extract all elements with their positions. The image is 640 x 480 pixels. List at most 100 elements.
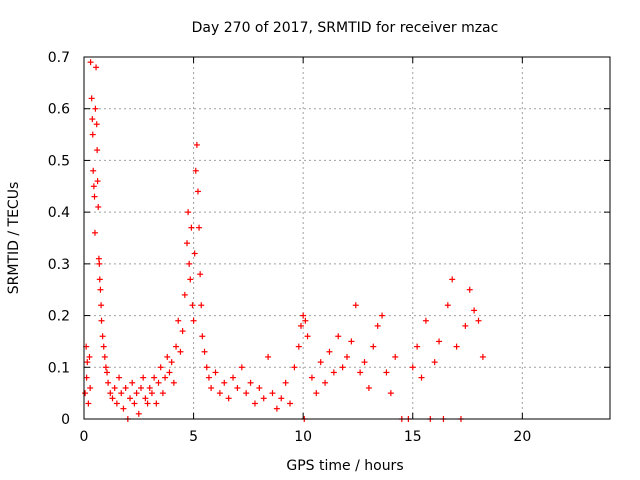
data-point [88, 95, 95, 102]
data-point [221, 379, 228, 386]
data-point [466, 286, 473, 293]
data-point [113, 400, 120, 407]
data-point [100, 343, 107, 350]
y-tick-label: 0.4 [48, 205, 70, 221]
y-tick-label: 0.7 [48, 50, 70, 66]
data-point [379, 312, 386, 319]
data-point [135, 410, 142, 417]
y-tick-label: 0.6 [48, 102, 70, 118]
data-point [205, 374, 212, 381]
data-point [111, 384, 118, 391]
data-point [116, 374, 123, 381]
data-point [308, 374, 315, 381]
data-point [120, 405, 127, 412]
x-tick-label: 15 [404, 429, 422, 445]
data-point [94, 178, 101, 185]
data-point [344, 353, 350, 360]
tick-labels: 0 5 10 15 20 0 0.1 0.2 0.3 0.4 0.5 0.6 0.7 [48, 50, 532, 445]
x-tick-label: 0 [80, 429, 89, 445]
y-tick-label: 0.5 [48, 153, 70, 169]
data-point [157, 364, 164, 371]
data-point [89, 131, 96, 138]
data-point [84, 359, 91, 366]
data-point [295, 343, 302, 350]
plot-frame [83, 56, 611, 420]
data-point [234, 384, 241, 391]
data-point [109, 395, 116, 402]
data-point [164, 353, 171, 360]
data-point [191, 250, 198, 257]
data-point [278, 395, 285, 402]
data-point [142, 395, 149, 402]
data-point [387, 390, 394, 397]
data-point [291, 364, 298, 371]
data-point [144, 400, 151, 407]
data-point [92, 105, 99, 112]
data-point [322, 379, 329, 386]
data-point [168, 359, 175, 366]
data-point [414, 343, 421, 350]
data-point [175, 317, 182, 324]
data-point [159, 390, 166, 397]
data-point [94, 147, 101, 154]
data-point [370, 343, 377, 350]
data-point [85, 400, 92, 407]
data-point [317, 359, 324, 366]
y-tick-label: 0 [61, 412, 70, 428]
data-point [99, 333, 106, 340]
data-point [287, 400, 294, 407]
data-point [198, 302, 205, 309]
data-point [137, 384, 144, 391]
data-point [383, 369, 390, 376]
data-point [330, 369, 337, 376]
data-point [479, 353, 486, 360]
data-point [181, 291, 188, 298]
y-axis-label: SRMTID / TECUs [6, 182, 22, 295]
data-point [91, 229, 98, 236]
data-point [162, 374, 169, 381]
chart-title: Day 270 of 2017, SRMTID for receiver mza… [192, 20, 499, 36]
data-point [83, 374, 90, 381]
data-point [273, 405, 280, 412]
data-point [348, 338, 355, 345]
data-point [146, 384, 153, 391]
data-point [462, 322, 469, 329]
data-point [361, 359, 368, 366]
data-point [203, 364, 210, 371]
data-point [238, 364, 245, 371]
data-point [105, 379, 112, 386]
data-point [365, 384, 372, 391]
data-point [186, 260, 193, 267]
data-point [409, 364, 416, 371]
data-point [102, 364, 109, 371]
data-point [86, 353, 93, 360]
x-tick-label: 10 [294, 429, 312, 445]
data-point [155, 379, 162, 386]
data-point [247, 379, 254, 386]
data-point [326, 348, 333, 355]
data-point [431, 359, 438, 366]
data-point [133, 390, 140, 397]
x-tick-label: 5 [189, 429, 198, 445]
data-point [197, 271, 204, 278]
data-point [122, 384, 129, 391]
y-tick-label: 0.3 [48, 257, 70, 273]
data-point [189, 302, 196, 309]
data-point [173, 343, 180, 350]
data-point [418, 374, 425, 381]
data-point [87, 59, 94, 66]
data-point [127, 395, 134, 402]
data-point [98, 317, 105, 324]
data-point [104, 369, 111, 376]
y-tick-label: 0.1 [48, 360, 70, 376]
data-point [436, 338, 443, 345]
data-point [225, 395, 232, 402]
x-axis-label: GPS time / hours [286, 458, 403, 474]
data-point [339, 364, 346, 371]
data-point [208, 384, 215, 391]
data-point [187, 276, 194, 283]
data-point [297, 322, 304, 329]
data-point [151, 374, 158, 381]
data-point [93, 121, 100, 128]
data-point [392, 353, 399, 360]
